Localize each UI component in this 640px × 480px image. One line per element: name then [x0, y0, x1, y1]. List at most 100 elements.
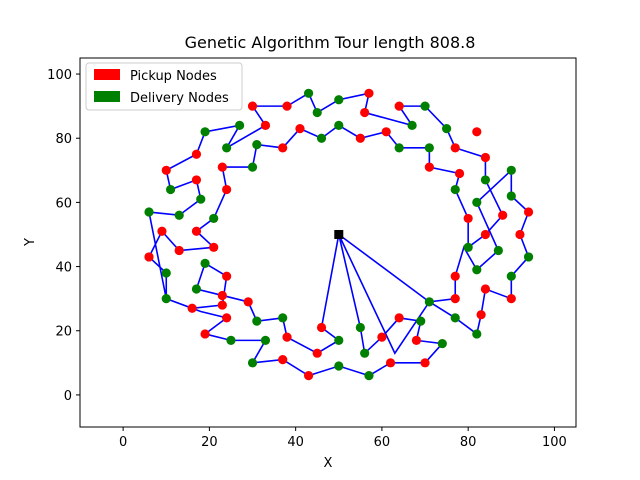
delivery-node — [493, 245, 503, 256]
pickup-node — [209, 242, 219, 252]
delivery-node — [161, 268, 171, 278]
pickup-node — [450, 143, 460, 153]
y-axis-label: Y — [23, 238, 38, 247]
x-tick-label: 60 — [374, 435, 391, 450]
delivery-node — [407, 120, 417, 130]
pickup-node — [247, 101, 258, 111]
delivery-node — [161, 294, 171, 304]
tick-layer: 0 20 40 60 80 100 0 20 40 60 80 100 — [47, 68, 567, 450]
delivery-node — [334, 361, 344, 371]
delivery-node — [472, 265, 482, 275]
delivery-node — [480, 175, 491, 185]
delivery-node — [200, 127, 210, 137]
pickup-node — [523, 207, 534, 217]
legend-label-delivery: Delivery Nodes — [130, 91, 229, 106]
pickup-node — [360, 107, 370, 118]
y-tick-label: 80 — [55, 132, 72, 147]
pickup-node — [222, 271, 232, 281]
x-axis-label: X — [324, 456, 333, 471]
pickup-node — [222, 313, 232, 323]
delivery-node — [247, 358, 258, 368]
pickup-node — [312, 348, 322, 358]
delivery-node — [442, 123, 452, 134]
pickup-node — [174, 245, 184, 256]
depot-marker — [334, 229, 344, 239]
pickup-node — [191, 226, 202, 236]
pickup-node — [222, 184, 232, 195]
pickup-node — [515, 229, 525, 240]
pickup-node — [316, 322, 327, 333]
pickup-node — [476, 310, 486, 320]
delivery-node — [506, 165, 516, 175]
delivery-node — [222, 143, 232, 153]
plot-area — [80, 58, 576, 427]
pickup-node — [217, 162, 227, 172]
pickup-node — [144, 252, 154, 262]
x-tick-label: 0 — [119, 435, 127, 450]
pickup-node — [385, 358, 396, 368]
pickup-node — [450, 294, 460, 304]
delivery-node — [165, 184, 176, 195]
pickup-node — [161, 165, 171, 175]
delivery-node — [191, 284, 202, 294]
delivery-node — [472, 197, 482, 207]
pickup-node — [278, 355, 288, 365]
pickup-node — [498, 210, 508, 220]
x-tick-label: 80 — [460, 435, 477, 450]
y-tick-label: 40 — [55, 261, 72, 276]
pickup-node — [243, 297, 253, 307]
delivery-node — [209, 213, 219, 224]
pickup-node — [420, 358, 430, 368]
y-tick-label: 60 — [55, 196, 72, 211]
pickup-node — [377, 332, 387, 342]
pickup-node — [480, 284, 491, 294]
pickup-node — [282, 101, 292, 111]
delivery-node — [234, 120, 245, 130]
pickup-node — [191, 149, 202, 159]
delivery-node — [226, 335, 236, 345]
delivery-node — [506, 271, 516, 281]
delivery-node — [334, 335, 344, 345]
pickup-node — [282, 332, 292, 342]
delivery-node — [506, 191, 516, 201]
pickup-node — [260, 120, 271, 130]
pickup-node — [200, 329, 210, 339]
delivery-node — [247, 162, 258, 172]
x-tick-label: 100 — [542, 435, 567, 450]
legend-swatch-pickup — [94, 69, 120, 80]
delivery-node — [252, 316, 262, 326]
delivery-node — [174, 210, 184, 220]
delivery-node — [523, 252, 534, 262]
pickup-node — [506, 294, 516, 304]
pickup-node — [295, 123, 305, 134]
pickup-node — [424, 162, 434, 172]
delivery-node — [420, 101, 430, 111]
points-layer — [144, 88, 534, 381]
pickup-node — [463, 213, 473, 224]
legend-label-pickup: Pickup Nodes — [130, 69, 217, 84]
pickup-node — [394, 101, 404, 111]
pickup-node — [472, 127, 482, 137]
delivery-node — [450, 313, 460, 323]
delivery-node — [196, 194, 206, 204]
delivery-node — [472, 329, 482, 339]
legend-swatch-delivery — [94, 91, 120, 102]
delivery-node — [437, 338, 447, 349]
delivery-node — [394, 143, 404, 153]
y-tick-label: 0 — [64, 389, 72, 404]
pickup-node — [480, 152, 491, 163]
chart-title: Genetic Algorithm Tour length 808.8 — [185, 33, 476, 52]
delivery-node — [278, 313, 288, 323]
delivery-node — [424, 297, 434, 307]
pickup-node — [303, 371, 314, 381]
pickup-node — [278, 143, 288, 153]
delivery-node — [360, 348, 370, 358]
delivery-node — [334, 120, 344, 130]
pickup-node — [355, 133, 365, 143]
plot-frame — [79, 57, 577, 428]
delivery-node — [316, 133, 327, 143]
x-tick-label: 20 — [201, 435, 218, 450]
delivery-node — [424, 143, 434, 153]
pickup-node — [364, 88, 374, 98]
